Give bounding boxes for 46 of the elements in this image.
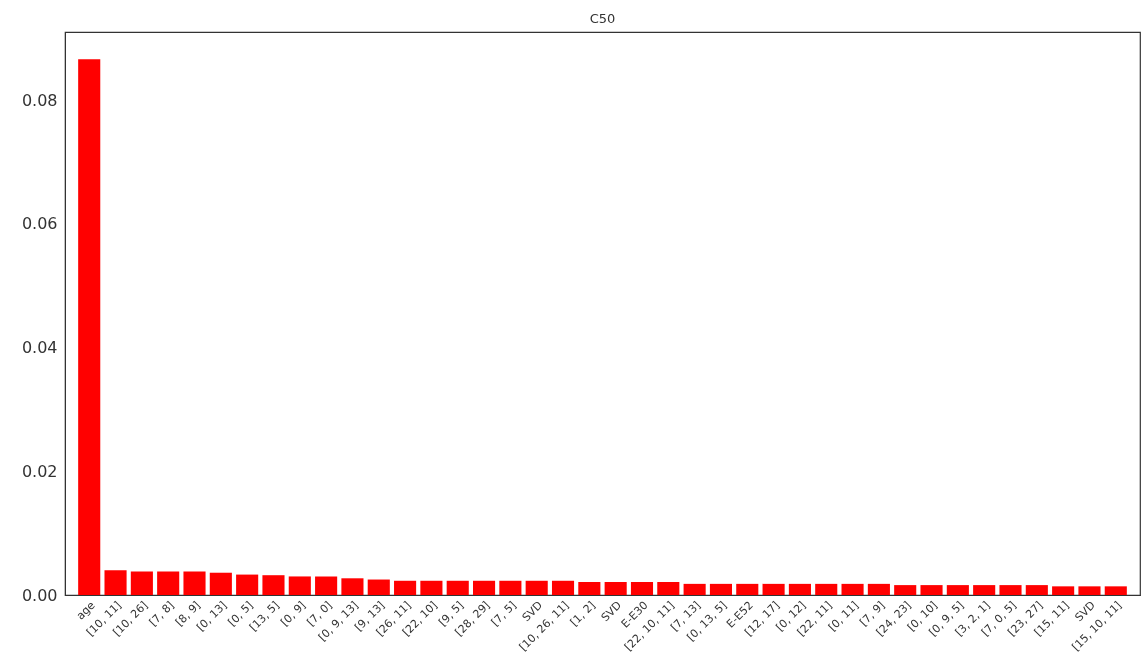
bar — [525, 580, 548, 595]
bar — [657, 582, 680, 595]
bar — [130, 571, 153, 595]
bar — [157, 571, 180, 595]
bar — [604, 582, 627, 595]
chart-title: C50 — [589, 11, 616, 26]
bar — [420, 580, 443, 595]
bar — [894, 585, 917, 595]
bar — [815, 583, 838, 595]
bar — [1052, 586, 1075, 595]
bar — [841, 583, 864, 595]
bar — [1104, 586, 1127, 595]
bar — [341, 578, 364, 595]
bar — [288, 576, 311, 595]
bar — [209, 572, 232, 595]
bar — [867, 583, 890, 595]
bar — [683, 583, 706, 595]
bar — [183, 571, 206, 595]
bar — [920, 585, 943, 595]
bar — [472, 580, 496, 595]
y-tick-label: 0.06 — [21, 214, 58, 234]
bar — [262, 575, 285, 595]
bar — [315, 576, 338, 595]
bar — [104, 570, 127, 595]
bar — [394, 580, 417, 595]
bar — [709, 583, 733, 595]
bar — [236, 574, 259, 595]
y-tick-label: 0.04 — [21, 338, 58, 358]
bar — [630, 582, 654, 595]
bar — [1078, 586, 1101, 595]
bar — [999, 585, 1022, 595]
bar — [367, 579, 390, 595]
y-tick-label: 0.02 — [21, 461, 58, 481]
bar — [446, 580, 469, 595]
bar — [762, 583, 785, 595]
y-tick-label: 0.08 — [21, 90, 58, 110]
bar — [578, 582, 601, 595]
y-tick-label: 0.00 — [21, 585, 58, 605]
bar — [736, 583, 759, 595]
bar — [1025, 585, 1048, 595]
bar — [551, 580, 575, 595]
bar — [946, 585, 969, 595]
bar — [499, 580, 522, 595]
bar — [973, 585, 996, 595]
bar — [788, 583, 811, 595]
bar — [78, 59, 101, 595]
